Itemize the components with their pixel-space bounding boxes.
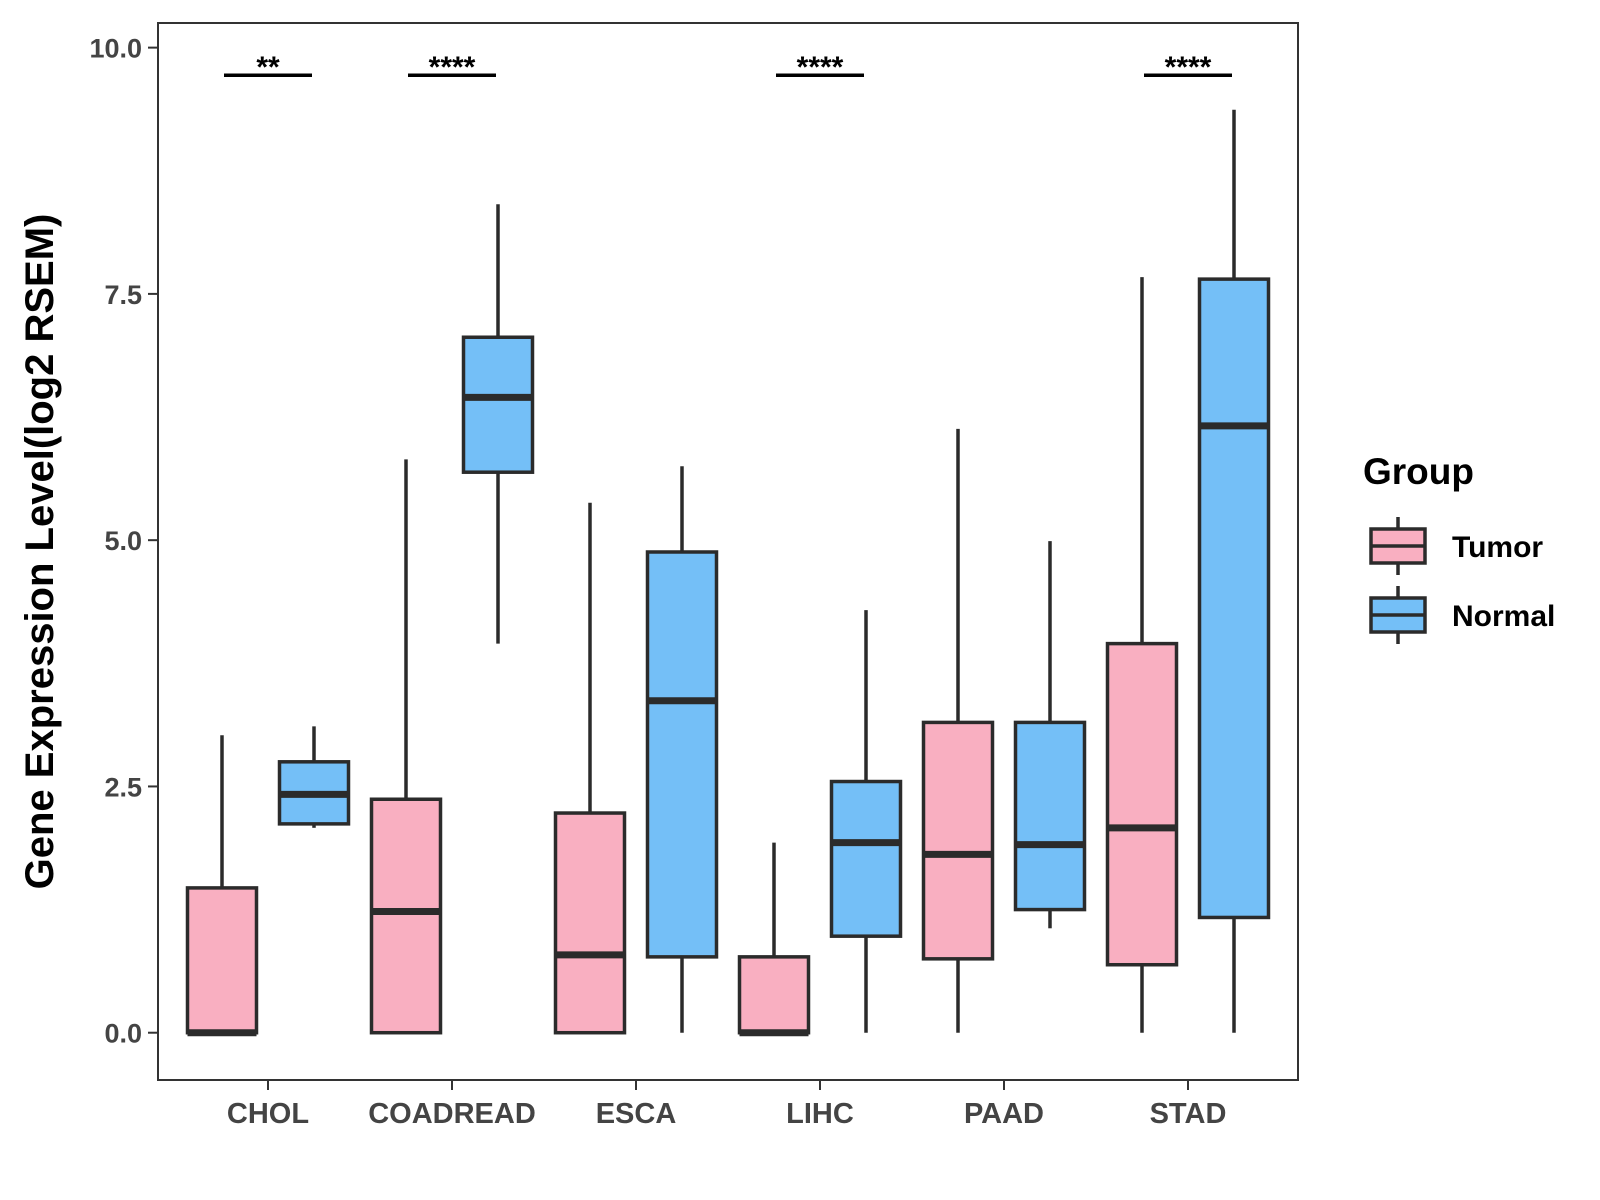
box-normal-stad (1197, 109, 1271, 1033)
y-tick-label: 0.0 (104, 1019, 142, 1049)
box-normal-coadread (461, 204, 535, 644)
box-normal-chol (277, 726, 351, 828)
box-body (461, 335, 535, 474)
box-tumor-stad (1105, 277, 1179, 1033)
significance-stad: **** (1144, 51, 1232, 84)
box-tumor-paad (921, 428, 995, 1033)
legend-title: Group (1363, 451, 1474, 492)
legend: Group Tumor Normal (1363, 451, 1555, 644)
significance-label: ** (256, 51, 280, 84)
y-tick-label: 5.0 (104, 526, 142, 556)
x-tick-label: ESCA (596, 1098, 677, 1130)
significance-label: **** (797, 51, 844, 84)
box-normal-paad (1013, 541, 1087, 929)
x-tick-label: CHOL (227, 1098, 309, 1130)
box-normal-lihc (829, 610, 903, 1033)
box-body (829, 779, 903, 938)
legend-label-tumor: Tumor (1452, 531, 1543, 564)
legend-label-normal: Normal (1452, 600, 1555, 633)
significance-label: **** (1165, 51, 1212, 84)
significance-chol: ** (224, 51, 312, 84)
significance-label: **** (429, 51, 476, 84)
significance-lihc: **** (776, 51, 864, 84)
box-body (1197, 277, 1271, 920)
x-tick-label: STAD (1150, 1098, 1227, 1130)
x-tick-label: PAAD (964, 1098, 1044, 1130)
box-tumor-lihc (737, 842, 811, 1037)
axes: 0.0 2.5 5.0 7.5 10.0 CHOL COADREAD ESCA LIHC PAAD… (18, 22, 1299, 1130)
box-tumor-esca (553, 502, 627, 1035)
box-body (921, 720, 995, 961)
significance-coadread: **** (408, 51, 496, 84)
y-tick-label: 7.5 (104, 280, 142, 310)
y-axis-title: Gene Expression Level(log2 RSEM) (18, 214, 62, 890)
box-body (369, 797, 443, 1035)
x-tick-label: LIHC (786, 1098, 854, 1130)
x-tick-label: COADREAD (368, 1098, 536, 1130)
box-body (737, 955, 811, 1035)
box-tumor-chol (185, 735, 259, 1037)
legend-key-normal (1369, 586, 1427, 644)
box-body (185, 886, 259, 1035)
y-tick-label: 10.0 (89, 34, 142, 64)
plot-area: ** **** **** **** (185, 51, 1271, 1037)
box-body (1105, 641, 1179, 967)
y-tick-label: 2.5 (104, 772, 142, 802)
box-tumor-coadread (369, 459, 443, 1035)
box-body (645, 550, 719, 959)
legend-key-tumor (1369, 517, 1427, 575)
box-body (1013, 720, 1087, 912)
panel-border (157, 22, 1299, 1081)
box-body (553, 811, 627, 1035)
box-normal-esca (645, 466, 719, 1033)
